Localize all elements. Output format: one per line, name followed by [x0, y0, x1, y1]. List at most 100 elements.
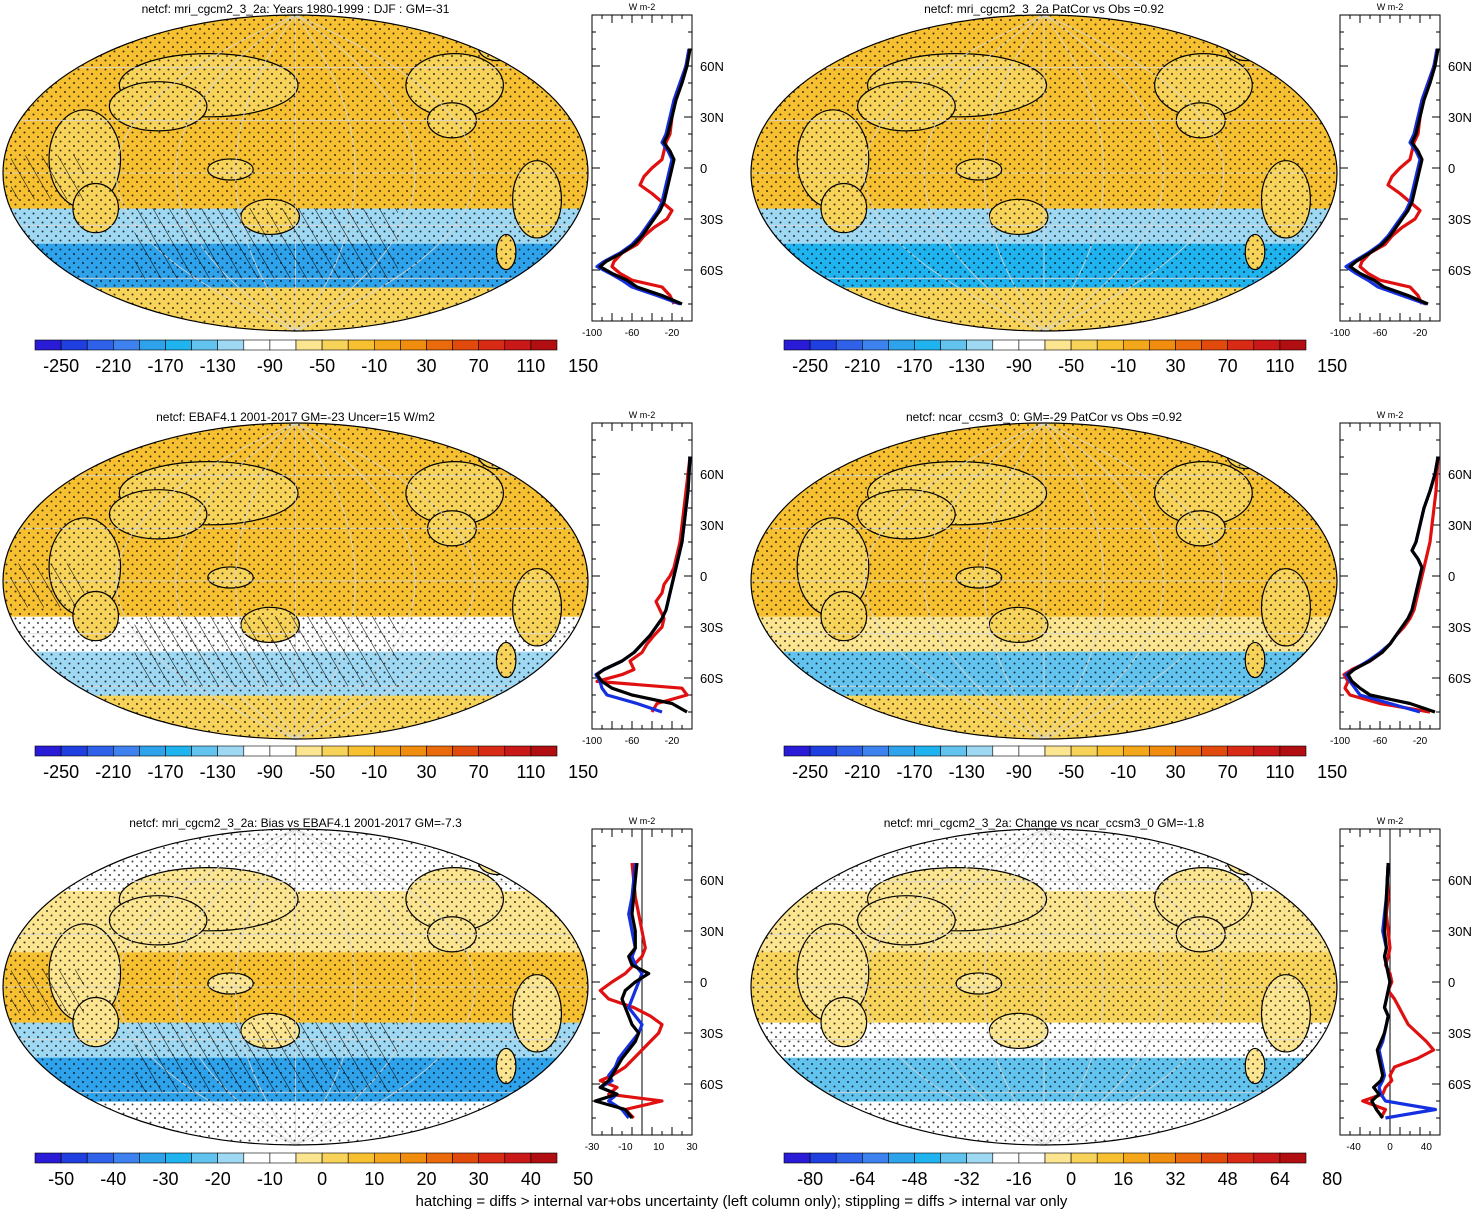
colorbar-swatch — [373, 1152, 401, 1164]
profile-lat-label: 30N — [700, 924, 724, 939]
colorbar-swatch — [165, 1152, 192, 1164]
colorbar-tick-label: 30 — [1165, 762, 1185, 782]
panel-1: netcf: mri_cgcm2_3_2a: Years 1980-1999 :… — [2, 2, 724, 376]
colorbar-swatch — [1175, 339, 1202, 351]
colorbar-swatch — [1279, 1152, 1307, 1164]
colorbar-swatch — [1201, 339, 1228, 351]
colorbar-swatch — [400, 1152, 427, 1164]
colorbar-tick-label: -210 — [844, 356, 880, 376]
colorbar-swatch — [966, 1152, 994, 1164]
colorbar-swatch — [478, 745, 506, 757]
map-border — [2, 422, 589, 740]
colorbar-tick-label: -130 — [949, 356, 985, 376]
colorbar-swatch — [914, 339, 941, 351]
colorbar-swatch — [217, 745, 245, 757]
stippling — [751, 15, 1337, 331]
colorbar-tick-label: 70 — [469, 356, 489, 376]
colorbar-swatch — [113, 745, 140, 757]
colorbar-tick-label: 30 — [416, 356, 436, 376]
profile-series-line — [594, 456, 692, 714]
colorbar-tick-label: -210 — [95, 356, 131, 376]
colorbar-tick-label: -130 — [949, 762, 985, 782]
colorbar-swatch — [530, 1152, 558, 1164]
colorbar-swatch — [1201, 745, 1228, 757]
stippling — [3, 15, 588, 331]
colorbar-swatch — [1018, 745, 1046, 757]
profile-x-tick-label: 10 — [653, 1142, 665, 1153]
colorbar-tick-label: -80 — [797, 1169, 823, 1189]
colorbar-swatch — [888, 745, 915, 757]
colorbar-tick-label: -50 — [309, 356, 335, 376]
profile-lat-label: 60N — [1448, 59, 1472, 74]
colorbar-swatch — [478, 1152, 506, 1164]
colorbar-swatch — [835, 1152, 863, 1164]
colorbar-tick-label: -10 — [361, 762, 387, 782]
profile-unit-label: W m-2 — [1377, 2, 1404, 12]
profile-frame — [1339, 14, 1441, 322]
colorbar-swatch — [992, 745, 1020, 757]
colorbar-tick-label: -130 — [200, 762, 236, 782]
colorbar-swatch — [1018, 1152, 1046, 1164]
colorbar-swatch — [347, 339, 375, 351]
profile-series-line — [595, 456, 692, 714]
colorbar-swatch — [1123, 1152, 1150, 1164]
colorbar-swatch — [34, 339, 62, 351]
colorbar-tick-label: -32 — [954, 1169, 980, 1189]
colorbar-tick-label: -50 — [1058, 762, 1084, 782]
chart-title: netcf: mri_cgcm2_3_2a PatCor vs Obs =0.9… — [924, 2, 1164, 16]
colorbar-swatch — [809, 339, 837, 351]
colorbar-tick-label: 16 — [1113, 1169, 1133, 1189]
colorbar-tick-label: 110 — [1266, 762, 1295, 782]
colorbar-swatch — [861, 339, 889, 351]
colorbar-swatch — [783, 339, 811, 351]
profile-series-line — [1344, 48, 1439, 306]
profile-x-tick-label: 30 — [686, 1142, 698, 1153]
colorbar-swatch — [113, 1152, 140, 1164]
colorbar-tick-label: 10 — [364, 1169, 384, 1189]
profile-series-line — [598, 48, 692, 306]
profile-x-tick-label: -60 — [625, 736, 640, 747]
colorbar-tick-label: -90 — [257, 762, 283, 782]
colorbar-tick-label: 32 — [1165, 1169, 1185, 1189]
colorbar-swatch — [888, 339, 915, 351]
stippling — [3, 829, 588, 1145]
colorbar-swatch — [426, 339, 453, 351]
colorbar-swatch — [243, 745, 271, 757]
colorbar-tick-label: 150 — [1317, 356, 1347, 376]
profile-lat-label: 60S — [700, 671, 723, 686]
colorbar-swatch — [530, 745, 558, 757]
colorbar-swatch — [1279, 339, 1307, 351]
profile-unit-label: W m-2 — [1377, 410, 1404, 420]
profile-lat-label: 0 — [700, 569, 707, 584]
colorbar-swatch — [426, 745, 453, 757]
colorbar-tick-label: -170 — [147, 356, 183, 376]
map-border — [750, 828, 1338, 1146]
colorbar-tick-label: 30 — [416, 762, 436, 782]
colorbar-swatch — [1227, 339, 1255, 351]
colorbar-tick-label: -210 — [844, 762, 880, 782]
colorbar-swatch — [783, 745, 811, 757]
colorbar-tick-label: 48 — [1218, 1169, 1238, 1189]
profile-lat-label: 60S — [1448, 263, 1471, 278]
colorbar-tick-label: 150 — [568, 762, 598, 782]
colorbar-tick-label: 70 — [469, 762, 489, 782]
colorbar-tick-label: -50 — [1058, 356, 1084, 376]
colorbar-swatch — [914, 1152, 941, 1164]
colorbar-swatch — [1044, 339, 1072, 351]
colorbar-swatch — [1096, 1152, 1124, 1164]
zonal-profile: 60N 30N 0 30S 60S W m-2 -100 -60 -20 — [582, 2, 724, 339]
colorbar-swatch — [1123, 339, 1150, 351]
colorbar-tick-label: 0 — [317, 1169, 327, 1189]
colorbar-swatch — [940, 745, 967, 757]
colorbar-swatch — [165, 745, 192, 757]
colorbar-swatch — [1096, 339, 1124, 351]
zonal-profile: 60N 30N 0 30S 60S W m-2 -100 -60 -20 — [582, 410, 724, 747]
profile-series-line — [593, 862, 651, 1119]
colorbar-swatch — [940, 339, 967, 351]
profile-lat-label: 30S — [1448, 212, 1471, 227]
panel-2: netcf: mri_cgcm2_3_2a PatCor vs Obs =0.9… — [750, 2, 1472, 376]
colorbar-swatch — [452, 339, 480, 351]
profile-lat-label: 30N — [1448, 110, 1472, 125]
profile-unit-label: W m-2 — [629, 410, 656, 420]
